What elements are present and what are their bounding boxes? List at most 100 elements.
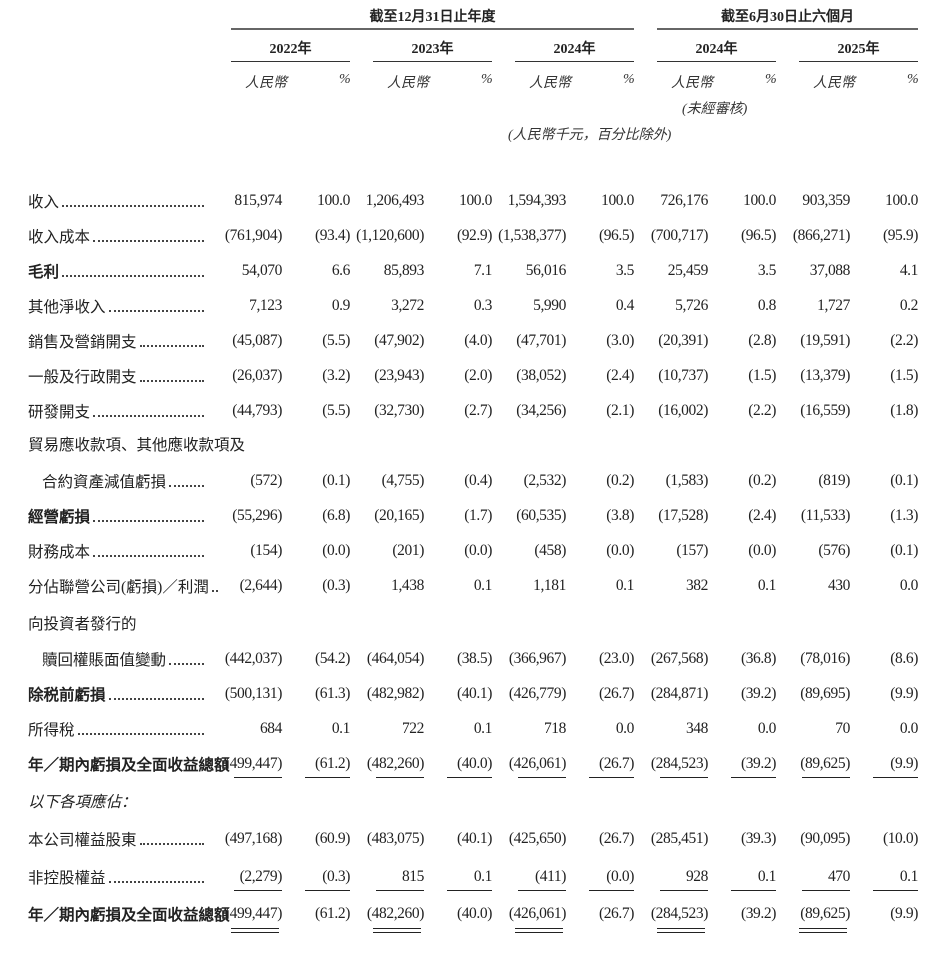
amount-cell: (285,451): [650, 830, 709, 847]
percent-cell: (39.2): [740, 755, 776, 772]
percent-cell: (39.2): [740, 685, 776, 702]
row-label-text: 非控股權益: [28, 870, 106, 887]
amount-cell: 815,974: [234, 192, 282, 209]
amount-cell: (157): [676, 542, 708, 559]
percent-cell: (96.5): [740, 227, 776, 244]
year-rule: [231, 61, 350, 62]
amount-cell: (44,793): [232, 402, 282, 419]
percent-cell: (40.0): [456, 905, 492, 922]
amount-cell: (425,650): [508, 830, 567, 847]
amount-cell: (60,535): [516, 507, 566, 524]
row-label: 年／期內虧損及全面收益總額: [28, 753, 230, 775]
percent-cell: (61.2): [314, 905, 350, 922]
year-header: 2024年: [553, 42, 596, 57]
dot-leader: [93, 415, 204, 417]
group-rule-interim: [657, 28, 918, 30]
dot-leader: [108, 698, 204, 700]
percent-cell: 0.4: [615, 297, 635, 314]
percent-cell: (0.4): [464, 472, 492, 489]
percent-cell: 100.0: [317, 192, 350, 209]
cell-underline: [234, 777, 282, 778]
year-header: 2024年: [695, 42, 738, 57]
cell-underline: [518, 777, 566, 778]
percent-cell: (0.0): [748, 542, 776, 559]
percent-cell: (1.3): [890, 507, 918, 524]
cell-underline: [376, 777, 424, 778]
percent-cell: 0.1: [757, 868, 777, 885]
percent-cell: (92.9): [456, 227, 492, 244]
row-label: 毛利: [28, 260, 204, 282]
amount-cell: (1,538,377): [498, 227, 566, 244]
percent-cell: (9.9): [890, 755, 918, 772]
cell-underline: [660, 890, 708, 891]
amount-cell: (20,391): [658, 332, 708, 349]
amount-cell: 5,990: [533, 297, 566, 314]
row-label-text: 收入成本: [28, 229, 91, 246]
percent-cell: 3.5: [615, 262, 635, 279]
row-label: 所得稅: [28, 718, 204, 740]
group-header-interim: 截至6月30日止六個月: [721, 10, 854, 25]
cell-underline: [376, 890, 424, 891]
percent-cell: (40.1): [456, 830, 492, 847]
amount-cell: (497,168): [224, 830, 283, 847]
percent-cell: (2.4): [748, 507, 776, 524]
percent-cell: (10.0): [882, 830, 918, 847]
percent-cell: (26.7): [598, 830, 634, 847]
percent-cell: 0.1: [615, 577, 635, 594]
dot-leader: [169, 663, 204, 665]
amount-cell: 382: [685, 577, 708, 594]
percent-cell: 4.1: [899, 262, 919, 279]
amount-cell: (366,967): [508, 650, 567, 667]
double-underline-bottom: [799, 932, 847, 933]
row-label-text: 贖回權賬面值變動: [42, 652, 167, 669]
amount-cell: (499,447): [224, 905, 283, 922]
amount-cell: 1,438: [391, 577, 424, 594]
row-label: 贖回權賬面值變動: [42, 648, 204, 670]
table-row: 一般及行政開支 (26,037) (3.2) (23,943) (2.0) (38,052…: [0, 365, 933, 389]
currency-label: 人民幣: [813, 76, 855, 91]
row-label-text: 年／期內虧損及全面收益總額: [28, 907, 230, 924]
unaudited-note: (未經審核): [682, 102, 748, 117]
row-label: 其他淨收入: [28, 295, 204, 317]
row-label-text: 所得稅: [28, 722, 75, 739]
percent-cell: (1.5): [890, 367, 918, 384]
percent-cell: (2.8): [748, 332, 776, 349]
percent-cell: (40.1): [456, 685, 492, 702]
dot-leader: [108, 881, 204, 883]
row-label: 貿易應收款項、其他應收款項及: [28, 433, 245, 455]
percent-cell: (0.0): [606, 542, 634, 559]
amount-cell: (47,701): [516, 332, 566, 349]
cell-underline: [447, 777, 492, 778]
percent-cell: (9.9): [890, 685, 918, 702]
amount-cell: (13,379): [800, 367, 850, 384]
row-label-text: 以下各項應佔：: [28, 794, 137, 811]
table-row: 銷售及營銷開支 (45,087) (5.5) (47,902) (4.0) (47,701…: [0, 330, 933, 354]
row-label: 非控股權益: [28, 866, 204, 888]
amount-cell: (201): [392, 542, 424, 559]
amount-cell: (761,904): [224, 227, 283, 244]
amount-cell: (89,625): [800, 905, 850, 922]
percent-cell: 100.0: [885, 192, 918, 209]
percent-label: %: [481, 72, 493, 87]
percent-cell: 6.6: [331, 262, 351, 279]
dot-leader: [62, 275, 204, 277]
row-label-text: 年／期內虧損及全面收益總額: [28, 757, 230, 774]
percent-cell: (0.3): [322, 577, 350, 594]
percent-cell: (6.8): [322, 507, 350, 524]
percent-cell: (0.0): [322, 542, 350, 559]
row-label-text: 經營虧損: [28, 509, 91, 526]
table-row: 年／期內虧損及全面收益總額 (499,447) (61.2) (482,260) (40…: [0, 903, 933, 933]
table-row: 財務成本 (154) (0.0) (201) (0.0) (458) (0.0) (157) (…: [0, 540, 933, 564]
dot-leader: [139, 380, 204, 382]
amount-cell: (154): [250, 542, 282, 559]
amount-cell: (411): [535, 868, 566, 885]
year-rule: [515, 61, 634, 62]
cell-underline: [447, 890, 492, 891]
percent-cell: (3.2): [322, 367, 350, 384]
amount-cell: (16,002): [658, 402, 708, 419]
amount-cell: (47,902): [374, 332, 424, 349]
amount-cell: (1,120,600): [356, 227, 424, 244]
amount-cell: 1,594,393: [507, 192, 567, 209]
amount-cell: 348: [685, 720, 708, 737]
row-label: 經營虧損: [28, 505, 204, 527]
